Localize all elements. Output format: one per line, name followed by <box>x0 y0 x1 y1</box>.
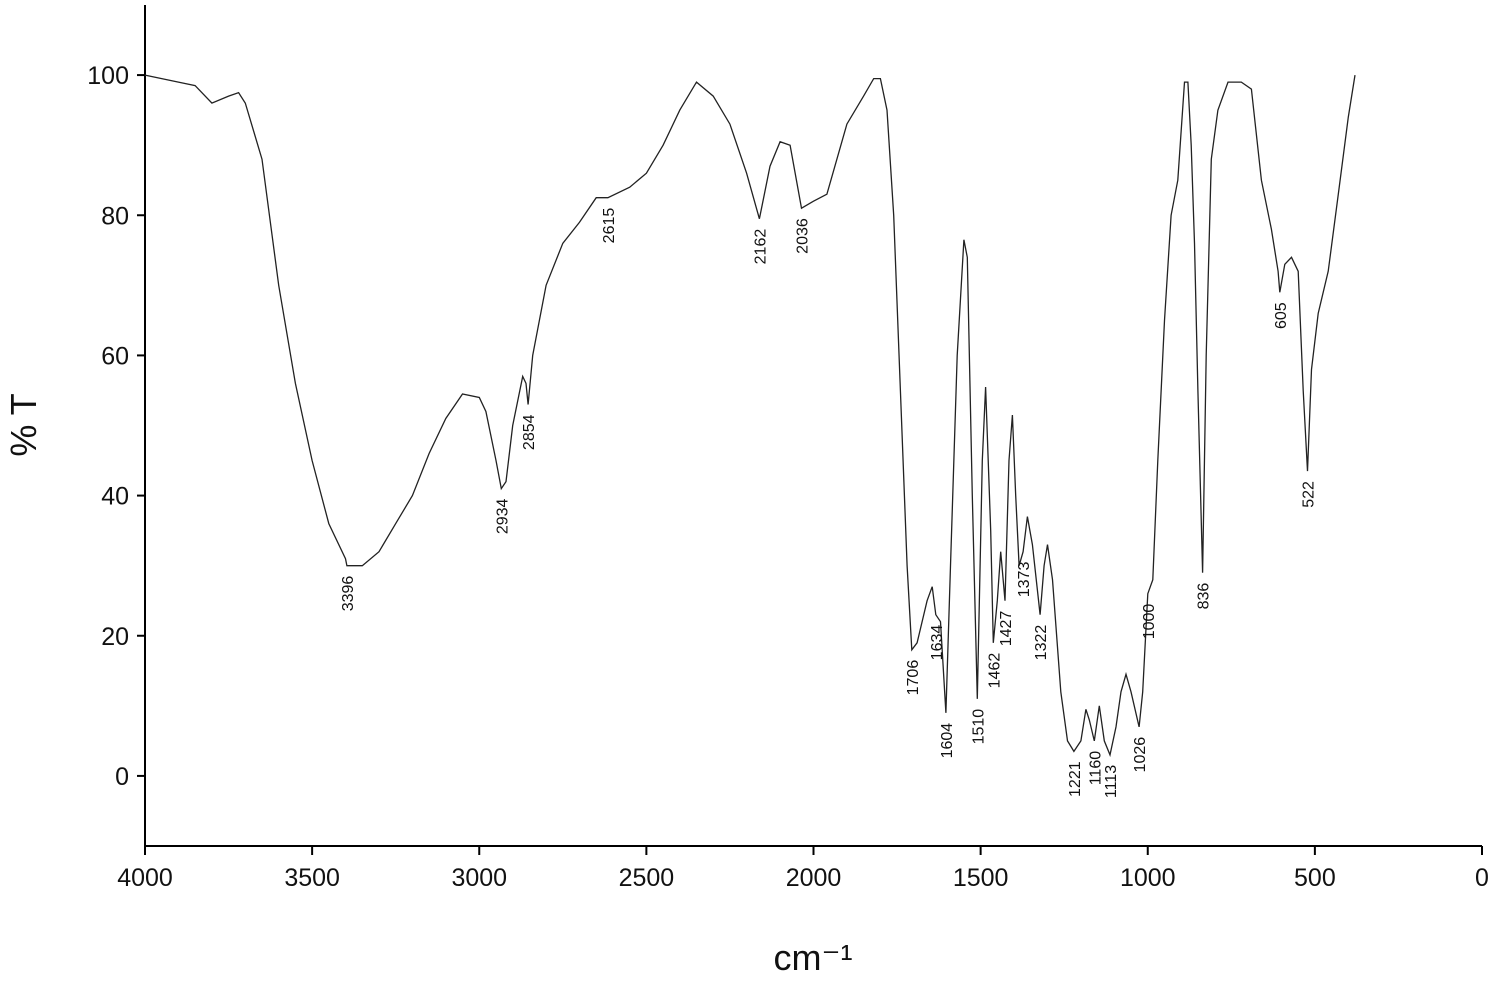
peak-label: 1113 <box>1103 765 1120 798</box>
x-tick-label: 2500 <box>619 864 675 892</box>
peak-label: 3396 <box>340 576 357 612</box>
y-axis-title: % T <box>3 393 44 456</box>
peak-label: 2934 <box>494 498 511 534</box>
peak-label: 1706 <box>905 660 922 696</box>
x-tick-label: 4000 <box>117 864 173 892</box>
peak-label: 836 <box>1196 583 1213 610</box>
y-tick-label: 80 <box>101 202 129 230</box>
x-tick-label: 3500 <box>284 864 340 892</box>
x-tick-label: 1500 <box>953 864 1009 892</box>
spectrum-line <box>144 74 1356 758</box>
y-tick-label: 20 <box>101 623 129 651</box>
peak-label: 1160 <box>1087 751 1104 786</box>
peak-label: 1510 <box>970 709 987 745</box>
y-tick-label: 100 <box>87 62 129 90</box>
y-tick-label: 0 <box>115 763 129 791</box>
peak-label: 1026 <box>1132 737 1149 773</box>
peak-label: 2036 <box>794 218 811 254</box>
x-axis-title: cm⁻¹ <box>774 937 853 978</box>
peak-label: 2162 <box>752 229 769 265</box>
x-tick-label: 500 <box>1294 864 1336 892</box>
peak-label: 522 <box>1301 481 1318 508</box>
peak-label: 1000 <box>1141 604 1158 640</box>
peak-label: 1373 <box>1016 562 1033 598</box>
peak-label: 605 <box>1273 302 1290 329</box>
peak-label: 1462 <box>986 653 1003 689</box>
peak-label: 1604 <box>939 723 956 759</box>
peak-label: 1221 <box>1067 761 1084 797</box>
peak-label: 1427 <box>998 611 1015 647</box>
peak-label: 2854 <box>521 414 538 450</box>
peak-label: 1634 <box>929 625 946 661</box>
peak-label: 2615 <box>601 208 618 244</box>
x-tick-label: 0 <box>1475 864 1489 892</box>
x-tick-label: 2000 <box>786 864 842 892</box>
x-tick-label: 1000 <box>1120 864 1176 892</box>
peak-label: 1322 <box>1033 625 1050 661</box>
y-tick-label: 60 <box>101 342 129 370</box>
y-tick-label: 40 <box>101 483 129 511</box>
x-tick-label: 3000 <box>451 864 507 892</box>
